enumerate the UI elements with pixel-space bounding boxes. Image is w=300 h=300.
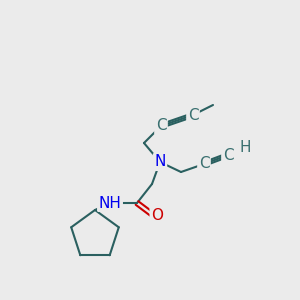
Text: C: C — [188, 107, 198, 122]
Text: C: C — [156, 118, 166, 134]
Text: C: C — [223, 148, 233, 163]
Text: N: N — [154, 154, 166, 169]
Text: O: O — [151, 208, 163, 223]
Text: NH: NH — [99, 196, 122, 211]
Text: C: C — [199, 157, 209, 172]
Text: H: H — [239, 140, 251, 155]
